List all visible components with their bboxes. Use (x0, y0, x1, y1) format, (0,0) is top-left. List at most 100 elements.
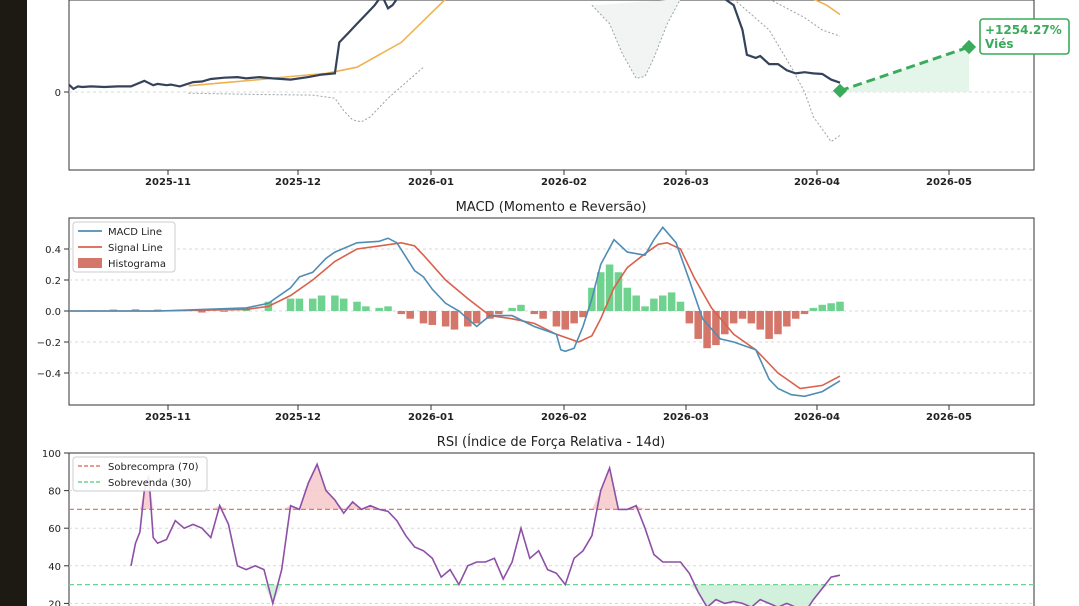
rsi-ytick-label: 60 (48, 524, 61, 535)
macd-histogram-bar (800, 311, 809, 315)
macd-line (69, 226, 841, 398)
bias-end-marker (961, 39, 977, 55)
macd-histogram-bar (539, 311, 547, 319)
macd-histogram-bar (712, 311, 720, 346)
macd-xtick-label: 2025-11 (145, 412, 191, 423)
price-panel: +1254.27%Viés 0 2025-11 2025-12 2026-01 2026-… (55, 0, 1070, 188)
macd-histogram-bar (508, 307, 516, 311)
left-edge-strip (0, 0, 27, 606)
macd-histogram-bar (756, 311, 765, 330)
price-line-late (724, 0, 841, 84)
macd-legend-label: Histograma (108, 259, 166, 270)
macd-histogram-bar (406, 311, 414, 319)
macd-histogram-bar (428, 311, 437, 325)
band-lower-right (734, 0, 841, 143)
bias-label-name: Viés (985, 37, 1013, 51)
rsi-legend-label: Sobrecompra (70) (108, 462, 199, 473)
macd-histogram-bar (783, 311, 791, 327)
macd-histogram-bar (450, 311, 459, 330)
macd-histogram-bar (579, 311, 587, 318)
price-xtick-label: 2026-03 (663, 177, 709, 188)
price-ytick-label-0: 0 (55, 88, 61, 99)
macd-legend: MACD Line Signal Line Histograma (72, 221, 176, 273)
macd-ytick-label: 0.2 (45, 276, 61, 287)
macd-ytick-label: −0.4 (37, 369, 61, 380)
macd-legend-swatch (78, 258, 102, 268)
macd-histogram-bar (632, 295, 640, 311)
macd-histogram-bar (836, 301, 844, 311)
macd-histogram-bar (774, 311, 782, 335)
overbought-fill (131, 464, 840, 510)
macd-legend-label: MACD Line (108, 227, 162, 238)
rsi-line (130, 462, 841, 606)
macd-histogram-bar (375, 307, 383, 311)
macd-histogram-bar (818, 304, 827, 311)
macd-histogram-bar (362, 306, 370, 311)
macd-histogram-bar (339, 298, 348, 311)
macd-xtick-label: 2025-12 (275, 412, 321, 423)
macd-histogram-bar (650, 298, 658, 311)
macd-histogram-bar (791, 311, 800, 319)
price-xtick-label: 2026-01 (408, 177, 454, 188)
macd-histogram-bar (472, 311, 481, 324)
macd-histogram-bar (694, 311, 702, 339)
macd-histogram-bar (419, 311, 428, 324)
macd-histogram-bar (676, 301, 685, 311)
bias-start-marker (832, 83, 848, 98)
macd-legend-label: Signal Line (108, 243, 163, 254)
macd-histogram-bar (286, 298, 295, 311)
macd-histogram-bar (552, 311, 561, 327)
price-line (68, 0, 420, 91)
rsi-ytick-label: 100 (42, 449, 61, 460)
macd-histogram-bar (131, 309, 140, 311)
macd-histogram-bar (605, 264, 614, 311)
band-lower-left (188, 66, 424, 123)
macd-histogram-bar (495, 311, 503, 315)
rsi-legend-label: Sobrevenda (30) (108, 478, 192, 489)
macd-histogram-bar (295, 298, 304, 311)
sma-line-right (813, 0, 841, 16)
macd-panel: MACD (Momento e Reversão) 0.4 0.2 0.0 −0.2 −… (37, 200, 1035, 423)
sma-line (188, 0, 446, 87)
macd-histogram-bar (738, 311, 747, 319)
macd-histogram-bar (614, 272, 623, 311)
macd-histogram-bar (658, 295, 667, 311)
macd-histogram-bar (530, 311, 539, 315)
rsi-title: RSI (Índice de Força Relativa - 14d) (437, 434, 665, 450)
bias-label-value: +1254.27% (985, 23, 1062, 37)
rsi-ytick-label: 20 (48, 599, 61, 606)
price-xtick-label: 2025-12 (275, 177, 321, 188)
rsi-legend: Sobrecompra (70) Sobrevenda (30) (72, 456, 208, 492)
macd-xtick-label: 2026-01 (408, 412, 454, 423)
macd-histogram-bar (220, 311, 228, 312)
macd-xtick-label: 2026-02 (541, 412, 587, 423)
rsi-ytick-label: 40 (48, 562, 61, 573)
rsi-panel: RSI (Índice de Força Relativa - 14d) 100… (42, 434, 1035, 606)
macd-title: MACD (Momento e Reversão) (456, 200, 647, 215)
price-xtick-label: 2026-05 (926, 177, 972, 188)
rsi-ytick-label: 80 (48, 487, 61, 498)
macd-xtick-label: 2026-04 (794, 412, 840, 423)
macd-histogram-bar (667, 292, 676, 311)
macd-histogram-bar (317, 295, 326, 311)
macd-histogram-bar (729, 311, 738, 324)
macd-histogram-bar (809, 307, 818, 311)
macd-histogram-bar (570, 311, 578, 324)
macd-xtick-label: 2026-03 (663, 412, 709, 423)
macd-histogram-bar (397, 311, 406, 315)
macd-histogram-bar (384, 306, 392, 311)
oversold-fill (131, 584, 840, 606)
band-upper-right (769, 0, 841, 37)
macd-histogram-bar (623, 287, 632, 311)
rsi-legend-box (72, 456, 208, 492)
price-xtick-label: 2025-11 (145, 177, 191, 188)
macd-histogram-bar (685, 311, 694, 324)
macd-histogram-bar (331, 295, 339, 311)
macd-histogram-bar (641, 306, 649, 311)
macd-histogram-bar (353, 301, 361, 311)
macd-ytick-label: 0.0 (45, 307, 61, 318)
macd-histogram-bar (765, 311, 773, 339)
bias-label-box (979, 18, 1070, 55)
macd-ytick-label: 0.4 (45, 245, 61, 256)
